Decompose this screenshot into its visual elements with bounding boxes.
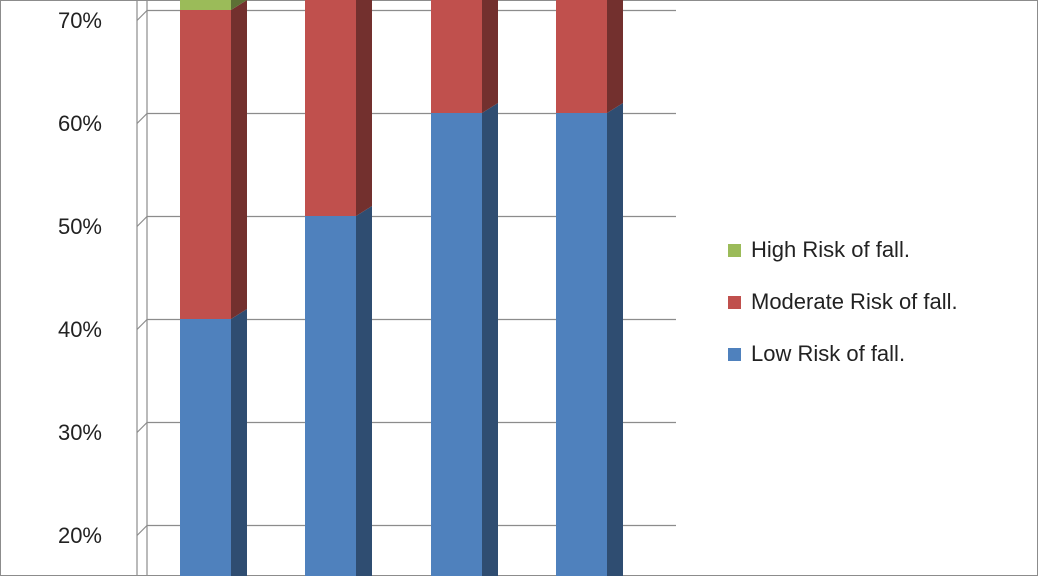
bar-segment [180,10,231,319]
gridline-edge [136,319,148,330]
bar-segment-side [482,103,498,576]
y-tick-label: 70% [58,8,102,33]
legend: High Risk of fall. Moderate Risk of fall… [728,224,1028,380]
legend-swatch-low [728,347,741,361]
bar-segment-side [356,0,372,216]
bars [180,0,623,576]
y-tick-label: 60% [58,111,102,136]
gridline-edge [136,10,148,21]
gridline-edge [136,113,148,124]
y-tick-label: 50% [58,214,102,239]
legend-label-high: High Risk of fall. [751,237,910,262]
bar-segment [556,113,607,576]
y-tick-label: 20% [58,523,102,548]
bar-segment-side [482,0,498,113]
bar-segment-side [231,309,247,576]
bar-segment [431,0,482,113]
legend-label-low: Low Risk of fall. [751,341,906,366]
legend-swatch-high [728,243,741,257]
bar-segment-side [607,0,623,113]
y-axis [136,0,148,576]
bar-segment [556,0,607,113]
legend-swatch-moderate [728,295,741,309]
legend-label-moderate: Moderate Risk of fall. [751,289,958,314]
bar-segment [305,216,356,576]
bar-segment [180,319,231,576]
legend-item-high: High Risk of fall. [728,224,1028,276]
gridline-edge [136,525,148,536]
bar-segment [180,0,231,10]
y-tick-labels: 20% 30% 40% 50% 60% 70% [58,8,102,548]
bar-segment-side [356,206,372,576]
y-tick-label: 30% [58,420,102,445]
legend-item-low: Low Risk of fall. [728,328,1028,380]
gridline-edge [136,216,148,227]
bar-segment [431,113,482,576]
gridline-edge [136,422,148,433]
y-tick-label: 40% [58,317,102,342]
bar-segment-side [231,0,247,319]
bar-segment-side [607,103,623,576]
bar-segment-side [231,0,247,10]
bar-segment [305,0,356,216]
legend-item-moderate: Moderate Risk of fall. [728,276,1028,328]
